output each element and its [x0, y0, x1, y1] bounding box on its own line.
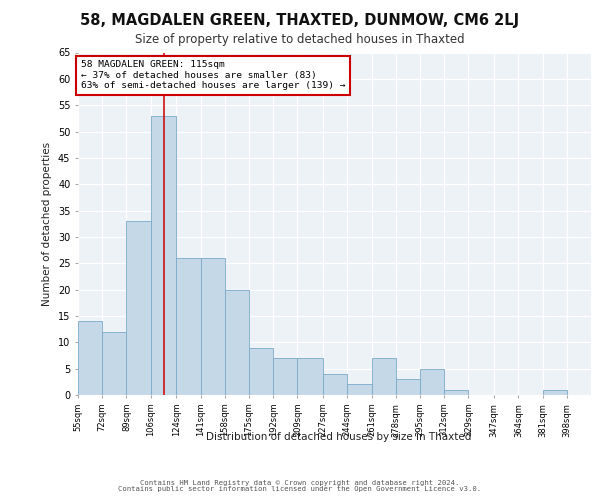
Bar: [420, 368, 444, 395]
Bar: [444, 390, 469, 395]
Bar: [371, 358, 396, 395]
Y-axis label: Number of detached properties: Number of detached properties: [43, 142, 52, 306]
Bar: [347, 384, 371, 395]
Text: 58 MAGDALEN GREEN: 115sqm
← 37% of detached houses are smaller (83)
63% of semi-: 58 MAGDALEN GREEN: 115sqm ← 37% of detac…: [81, 60, 346, 90]
Bar: [298, 358, 323, 395]
Bar: [542, 390, 567, 395]
Bar: [323, 374, 347, 395]
Text: Distribution of detached houses by size in Thaxted: Distribution of detached houses by size …: [206, 432, 472, 442]
Bar: [273, 358, 298, 395]
Text: Contains HM Land Registry data © Crown copyright and database right 2024.
Contai: Contains HM Land Registry data © Crown c…: [118, 480, 482, 492]
Bar: [102, 332, 127, 395]
Bar: [249, 348, 273, 395]
Text: Size of property relative to detached houses in Thaxted: Size of property relative to detached ho…: [135, 32, 465, 46]
Text: 58, MAGDALEN GREEN, THAXTED, DUNMOW, CM6 2LJ: 58, MAGDALEN GREEN, THAXTED, DUNMOW, CM6…: [80, 12, 520, 28]
Bar: [200, 258, 225, 395]
Bar: [225, 290, 249, 395]
Bar: [396, 379, 420, 395]
Bar: [78, 321, 102, 395]
Bar: [151, 116, 176, 395]
Bar: [176, 258, 200, 395]
Bar: [127, 221, 151, 395]
